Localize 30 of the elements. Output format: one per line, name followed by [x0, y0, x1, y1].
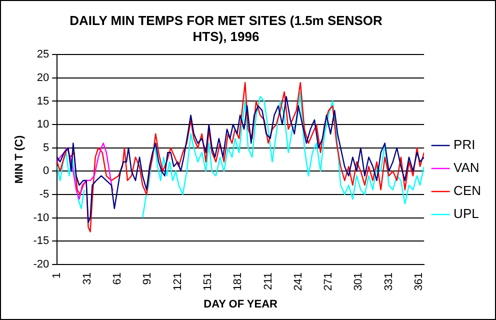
legend-label: CEN: [454, 183, 482, 198]
x-tick-label: 31: [81, 272, 94, 285]
y-tick-label: -5: [39, 188, 50, 201]
x-tick-label: 1: [51, 272, 64, 279]
legend-label: PRI: [454, 137, 476, 152]
x-tick-label: 271: [322, 272, 335, 291]
x-tick-label: 361: [413, 272, 426, 291]
y-tick-label: 15: [36, 95, 50, 108]
chart-title: DAILY MIN TEMPS FOR MET SITES (1.5m SENSOR HTS), 1996: [68, 13, 384, 45]
y-tick-label: 25: [36, 48, 50, 61]
y-tick-label: 5: [42, 142, 50, 154]
x-tick-label: 301: [352, 272, 365, 291]
y-tick-label: 20: [36, 72, 50, 84]
x-tick-label: 241: [292, 272, 304, 291]
x-axis-title: DAY OF YEAR: [204, 298, 278, 310]
legend-label: VAN: [454, 160, 480, 176]
x-tick-label: 211: [262, 272, 274, 290]
x-tick-label: 151: [202, 272, 214, 291]
x-tick-label: 121: [172, 272, 184, 291]
y-tick-label: 10: [36, 118, 50, 131]
y-axis-title: MIN T (C): [14, 135, 26, 184]
x-tick-label: 91: [142, 272, 154, 285]
x-tick-label: 181: [232, 272, 244, 291]
y-tick-label: -10: [33, 212, 50, 224]
legend-label: UPL: [454, 206, 479, 222]
x-tick-label: 61: [111, 272, 124, 285]
y-tick-label: 0: [42, 165, 50, 178]
y-tick-label: -15: [33, 235, 50, 248]
x-tick-label: 331: [382, 272, 395, 291]
y-tick-label: -20: [33, 258, 50, 270]
